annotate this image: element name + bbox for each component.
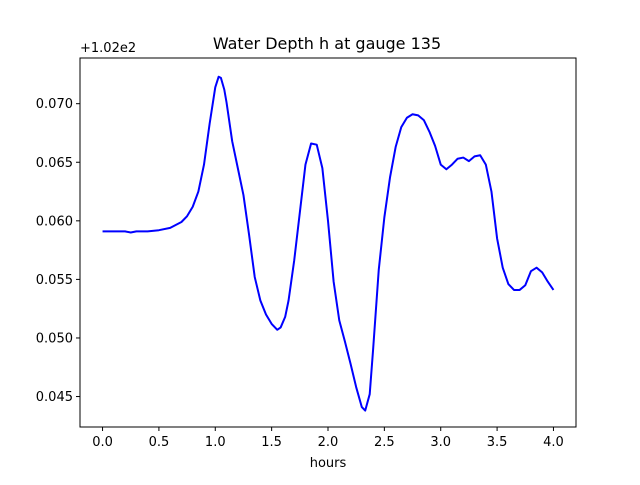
x-tick-label: 0.5: [149, 435, 170, 450]
x-axis-label: hours: [310, 456, 347, 471]
x-tick-label: 3.0: [430, 435, 451, 450]
y-tick-label: 0.050: [36, 331, 73, 346]
x-tick-label: 3.5: [487, 435, 508, 450]
y-axis-offset-label: +1.02e2: [80, 41, 136, 56]
series-line-0: [102, 75, 555, 412]
x-tick-label: 1.0: [205, 435, 226, 450]
x-tick-label: 1.5: [261, 435, 282, 450]
plot-area: 0.0 0.5 1.0 1.5 2.0 2.5 3.0 3.5 4.0 0.045 0.050 0.0…: [36, 57, 577, 450]
y-tick-label: 0.055: [36, 273, 73, 288]
x-tick-label: 2.0: [318, 435, 339, 450]
x-tick-label: 4.0: [543, 435, 564, 450]
y-tick-label: 0.065: [36, 156, 73, 171]
chart-title: Water Depth h at gauge 135: [213, 34, 441, 53]
x-tick-label: 0.0: [92, 435, 113, 450]
x-tick-label: 2.5: [374, 435, 395, 450]
y-tick-label: 0.045: [36, 390, 73, 405]
axes-frame: [79, 57, 577, 428]
y-tick-label: 0.060: [36, 214, 73, 229]
y-tick-label: 0.070: [36, 97, 73, 112]
